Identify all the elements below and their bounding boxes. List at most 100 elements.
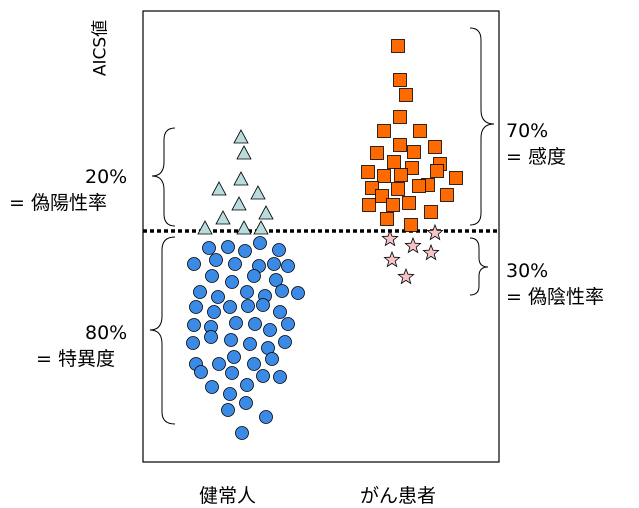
- circle-marker: [269, 273, 283, 287]
- circle-marker: [194, 365, 208, 379]
- circle-marker: [204, 330, 218, 344]
- data-marks: [186, 39, 463, 440]
- circle-marker: [193, 285, 207, 299]
- square-marker: [413, 124, 427, 138]
- brace-false-negative: [469, 237, 489, 296]
- annotation-fn-text: = 偽陰性率: [506, 286, 604, 308]
- circle-marker: [281, 317, 295, 331]
- star-marker: [422, 243, 440, 261]
- annotation-fp-pct: 20%: [85, 166, 128, 188]
- circle-marker: [253, 236, 267, 250]
- annotation-fn-pct: 30%: [506, 260, 549, 282]
- square-marker: [412, 179, 426, 193]
- star-marker: [404, 236, 422, 254]
- triangle-marker: [253, 220, 269, 235]
- brace-false-positive: [151, 127, 176, 227]
- square-marker: [405, 161, 419, 175]
- triangle-marker: [236, 220, 252, 235]
- circle-marker: [227, 350, 241, 364]
- square-marker: [399, 88, 413, 102]
- circle-marker: [205, 380, 219, 394]
- square-marker: [377, 169, 391, 183]
- circle-marker: [275, 284, 289, 298]
- star-marker: [381, 229, 399, 247]
- circle-marker: [189, 300, 203, 314]
- square-marker: [370, 146, 384, 160]
- plot-frame: [142, 10, 500, 463]
- circle-marker: [291, 286, 305, 300]
- circle-marker: [243, 337, 257, 351]
- triangle-marker: [233, 171, 249, 186]
- square-marker: [387, 155, 401, 169]
- circle-marker: [265, 352, 279, 366]
- square-marker: [393, 73, 407, 87]
- square-marker: [393, 138, 407, 152]
- circle-marker: [225, 366, 239, 380]
- y-axis-label: AICS値: [90, 19, 111, 77]
- square-marker: [391, 39, 405, 53]
- circle-marker: [228, 257, 242, 271]
- star-marker: [397, 267, 415, 285]
- circle-marker: [187, 318, 201, 332]
- square-marker: [380, 212, 394, 226]
- circle-marker: [209, 253, 223, 267]
- circle-marker: [187, 257, 201, 271]
- square-marker: [386, 198, 400, 212]
- triangle-marker: [250, 185, 266, 200]
- circle-marker: [240, 285, 254, 299]
- circle-marker: [224, 333, 238, 347]
- circle-marker: [238, 244, 252, 258]
- square-marker: [430, 164, 444, 178]
- square-marker: [391, 182, 405, 196]
- square-marker: [428, 140, 442, 154]
- circle-marker: [207, 305, 221, 319]
- circle-marker: [223, 300, 237, 314]
- square-marker: [440, 188, 454, 202]
- circle-marker: [247, 357, 261, 371]
- circle-marker: [267, 257, 281, 271]
- circle-marker: [212, 357, 226, 371]
- circle-marker: [273, 305, 287, 319]
- square-marker: [407, 145, 421, 159]
- circle-marker: [186, 336, 200, 350]
- square-marker: [394, 168, 408, 182]
- triangle-marker: [236, 145, 252, 160]
- circle-marker: [205, 269, 219, 283]
- circle-marker: [202, 241, 216, 255]
- circle-marker: [211, 290, 225, 304]
- triangle-marker: [231, 196, 247, 211]
- circle-marker: [281, 259, 295, 273]
- square-marker: [449, 171, 463, 185]
- star-marker: [383, 250, 401, 268]
- square-marker: [404, 218, 418, 232]
- triangle-marker: [197, 220, 213, 235]
- triangle-marker: [215, 210, 231, 225]
- annotation-sens-text: = 感度: [506, 146, 566, 168]
- circle-marker: [273, 370, 287, 384]
- circle-marker: [263, 323, 277, 337]
- annotation-spec-pct: 80%: [85, 322, 128, 344]
- circle-marker: [229, 316, 243, 330]
- circle-marker: [225, 275, 239, 289]
- triangle-marker: [211, 181, 227, 196]
- circle-marker: [256, 369, 270, 383]
- square-marker: [377, 124, 391, 138]
- circle-marker: [239, 396, 253, 410]
- brace-specificity: [149, 236, 176, 425]
- circle-marker: [259, 410, 273, 424]
- annotation-fp-text: = 偽陽性率: [9, 192, 107, 214]
- circle-marker: [278, 335, 292, 349]
- x-category-healthy: 健常人: [199, 485, 257, 507]
- square-marker: [375, 189, 389, 203]
- triangle-marker: [258, 205, 274, 220]
- circle-marker: [221, 403, 235, 417]
- x-category-cancer: がん患者: [360, 485, 437, 507]
- circle-marker: [240, 378, 254, 392]
- square-marker: [393, 110, 407, 124]
- square-marker: [361, 165, 375, 179]
- square-marker: [402, 196, 416, 210]
- circle-marker: [272, 243, 286, 257]
- brace-sensitivity: [469, 27, 495, 226]
- circle-marker: [241, 299, 255, 313]
- circle-marker: [223, 387, 237, 401]
